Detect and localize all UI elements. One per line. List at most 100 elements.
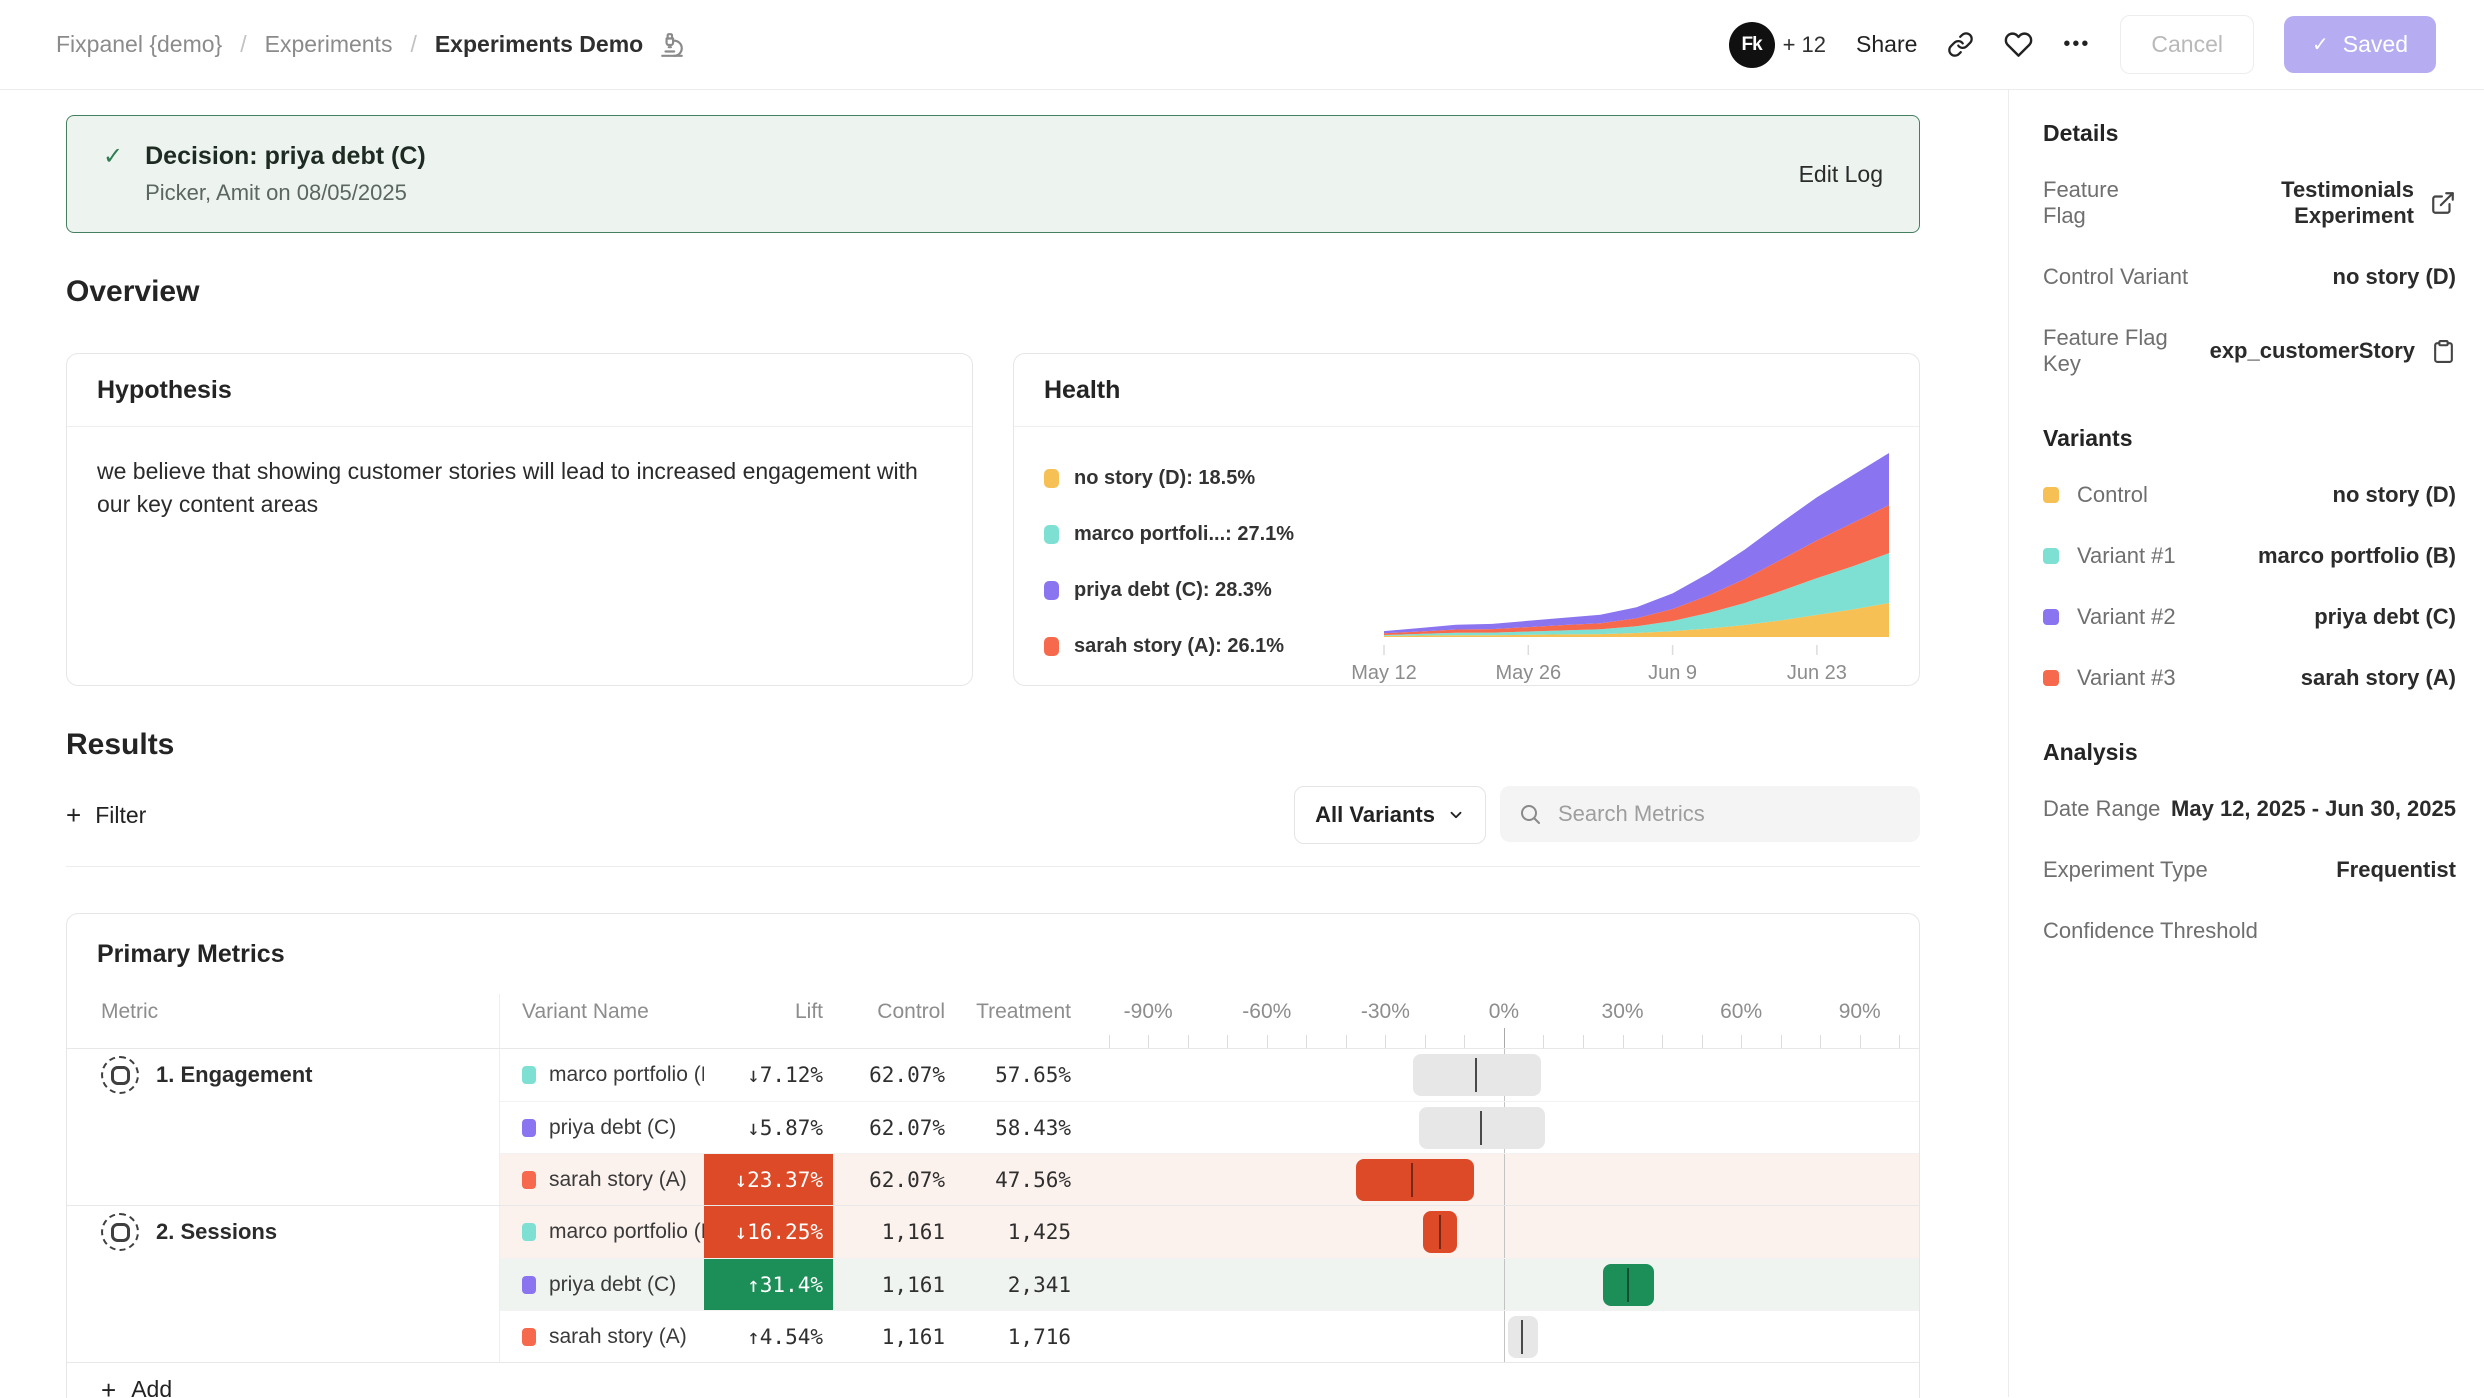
decision-banner: ✓ Decision: priya debt (C) Picker, Amit … [66, 115, 1920, 233]
search-icon [1518, 802, 1542, 826]
saved-button[interactable]: ✓ Saved [2284, 16, 2436, 73]
legend-color-swatch [1044, 581, 1059, 600]
confidence-interval-cell [1081, 1153, 1919, 1205]
x-axis-label: Jun 9 [1648, 662, 1697, 684]
header-actions: Fk + 12 Share ••• Cancel ✓ Saved [1728, 15, 2436, 74]
variant-row-label: Variant #2 [2043, 604, 2176, 630]
hypothesis-text: we believe that showing customer stories… [97, 458, 918, 518]
date-range-label: Date Range [2043, 796, 2161, 821]
health-card-title: Health [1014, 354, 1919, 427]
confidence-interval-cell [1081, 1310, 1919, 1362]
primary-metrics-title: Primary Metrics [97, 940, 285, 968]
variant-row: Variant #1 marco portfolio (B) [2043, 543, 2456, 569]
avatar-overflow-count[interactable]: + 12 [1782, 31, 1827, 57]
search-metrics-input[interactable] [1556, 800, 1902, 828]
zero-line [1503, 1028, 1505, 1048]
zero-line [1503, 1206, 1505, 1258]
variant-color-chip [522, 1170, 536, 1189]
variant-row-value: priya debt (C) [2314, 604, 2456, 629]
health-area-teal [1384, 553, 1889, 636]
variant-name: marco portfolio (B) [549, 1220, 704, 1243]
axis-minor-tick [1187, 1035, 1189, 1048]
legend-color-swatch [1044, 469, 1059, 488]
axis-minor-tick [1345, 1035, 1347, 1048]
control-value: 62.07% [833, 1101, 955, 1153]
lift-badge: ↓16.25% [704, 1206, 833, 1258]
check-icon: ✓ [103, 143, 124, 170]
ci-point-tick [1474, 1058, 1477, 1092]
details-section: Details Feature Flag Testimonials Experi… [2043, 120, 2456, 377]
variants-heading: Variants [2043, 425, 2133, 451]
legend-color-swatch [1044, 525, 1059, 544]
zero-line [1503, 1259, 1505, 1310]
add-metric-button[interactable]: + Add [67, 1362, 1919, 1398]
table-row[interactable]: 2. Sessions marco portfolio (B)↓16.25% 1,1… [67, 1205, 1919, 1258]
variant-row-label: Control [2043, 482, 2148, 508]
x-axis-label: Jun 23 [1787, 662, 1847, 684]
breadcrumb-current[interactable]: Experiments Demo [435, 31, 685, 58]
chevron-down-icon [1447, 806, 1465, 824]
search-metrics-box[interactable] [1500, 786, 1920, 842]
avatar-group[interactable]: Fk + 12 [1728, 21, 1827, 68]
axis-tick-label: 30% [1601, 1000, 1644, 1023]
more-options-button[interactable]: ••• [2063, 33, 2091, 55]
feature-flag-key-row: Feature Flag Key exp_customerStory [2043, 325, 2456, 377]
external-link-icon[interactable] [2430, 190, 2456, 216]
analysis-section: Analysis Date Range May 12, 2025 - Jun 3… [2043, 739, 2456, 944]
breadcrumb-experiments[interactable]: Experiments [264, 31, 393, 57]
table-row[interactable]: priya debt (C) ↓5.87% 62.07% 58.43% [67, 1101, 1919, 1153]
column-variant-name: Variant Name [522, 1000, 649, 1023]
control-value: 1,161 [881, 1220, 945, 1244]
treatment-value: 47.56% [955, 1153, 1081, 1205]
add-filter-button[interactable]: + Filter [66, 802, 146, 829]
confidence-interval-cell [1081, 1258, 1919, 1310]
share-button[interactable]: Share [1856, 31, 1918, 57]
feature-flag-row: Feature Flag Testimonials Experiment [2043, 177, 2456, 229]
copy-clipboard-icon[interactable] [2431, 339, 2456, 364]
table-row[interactable]: 1. Engagement marco portfolio (B) ↓7.12% 62… [67, 1049, 1919, 1101]
plus-icon: + [101, 1374, 117, 1398]
favorite-heart-icon[interactable] [2004, 30, 2033, 59]
lift-axis: -90% -60% -30% 0% 30% 60% 90% [1081, 994, 1919, 1048]
treatment-value: 57.65% [995, 1063, 1071, 1087]
metric-target-icon [101, 1213, 139, 1251]
axis-tick-label: -90% [1123, 1000, 1173, 1023]
variant-row-label: Variant #3 [2043, 665, 2176, 691]
avatar[interactable]: Fk [1728, 21, 1775, 68]
table-header: Metric Variant Name Lift Control Treatme… [67, 994, 1919, 1049]
table-row[interactable]: sarah story (A) ↓23.37% 62.07% 47.56% [67, 1153, 1919, 1205]
health-area-yellow [1384, 603, 1889, 637]
variant-row-name: Variant #3 [2077, 665, 2176, 690]
variant-row: Variant #2 priya debt (C) [2043, 604, 2456, 630]
table-row[interactable]: sarah story (A) ↑4.54% 1,161 1,716 [67, 1310, 1919, 1362]
ci-point-tick [1438, 1215, 1441, 1249]
lift-cell: ↓16.25% [704, 1206, 833, 1258]
table-row[interactable]: priya debt (C) ↑31.4% 1,161 2,341 [67, 1258, 1919, 1310]
copy-link-icon[interactable] [1947, 31, 1974, 58]
control-value: 62.07% [833, 1153, 955, 1205]
feature-flag-label: Feature Flag [2043, 177, 2119, 228]
ci-bar [1413, 1054, 1542, 1096]
variant-row-name: Variant #2 [2077, 604, 2176, 629]
variants-dropdown[interactable]: All Variants [1294, 786, 1486, 844]
lift-cell: ↑31.4% [704, 1258, 833, 1310]
axis-tick-label: 90% [1838, 1000, 1881, 1023]
cancel-button[interactable]: Cancel [2120, 15, 2255, 74]
breadcrumb-project[interactable]: Fixpanel {demo} [56, 31, 223, 57]
axis-minor-tick [1306, 1035, 1308, 1048]
section-divider [66, 866, 1920, 867]
control-value: 62.07% [869, 1063, 945, 1087]
page-title: Experiments Demo [434, 31, 644, 57]
experiment-type-label: Experiment Type [2043, 857, 2208, 882]
breadcrumb-separator: / [410, 31, 417, 57]
variant-cell: marco portfolio (B) [500, 1206, 704, 1258]
feature-flag-value: Testimonials Experiment [2281, 177, 2414, 228]
edit-log-button[interactable]: Edit Log [1798, 160, 1883, 187]
axis-minor-tick [1701, 1035, 1703, 1048]
variant-color-chip [522, 1275, 536, 1294]
axis-minor-tick [1148, 1035, 1150, 1048]
lift-cell: ↓7.12% [704, 1049, 833, 1101]
lift-value: ↓7.12% [747, 1063, 823, 1087]
lift-badge: ↑31.4% [704, 1259, 833, 1310]
ci-bar [1418, 1107, 1546, 1149]
